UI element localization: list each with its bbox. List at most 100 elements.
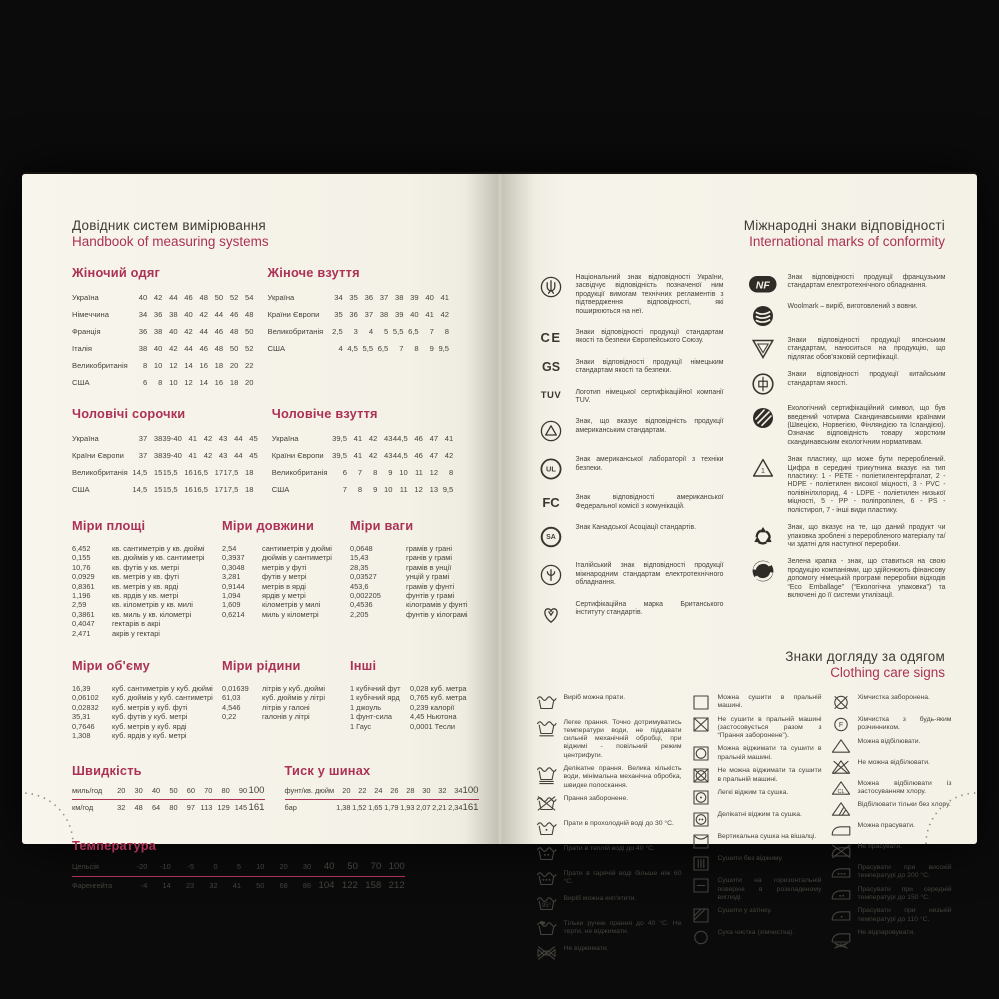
conversion-value: 122 [341,879,358,891]
table-row: 1 фунт-сила 4,45 Ньютона [350,712,467,721]
conformity-entry: Знаки відповідності продукції японським … [748,337,946,362]
size-value: 40 [153,344,163,353]
measure-label: грамів в унції [406,562,452,572]
hand-wash-icon [536,920,558,940]
measure-label: кв. миль у кв. кілометрі [112,609,192,619]
measure-label: кв. футів у кв. метрі [112,562,180,572]
care-sign-description: Тільки ручне прання до 40 °С. Не терти, … [563,919,682,936]
conversion-value: 64 [151,802,161,812]
size-value: 18 [245,485,254,494]
size-value: 3 [353,327,358,336]
measure-band: Міри об'єму 16,39 куб. сантиметрів у куб. … [72,658,467,741]
care-sign-description: Можна віджимати та сушити в пральній маш… [717,745,822,761]
conversion-value: 80 [221,785,230,795]
bleach-icon [830,738,852,754]
size-value: 20 [245,378,254,387]
measure-label: гранів у грамі [406,553,453,563]
care-sign-entry: Прасувати при низькій температурі до 110… [830,907,952,924]
conformity-entry: Woolmark – виріб, виготовлений з вовни. [748,303,946,328]
measure-label: літрів у галоні [262,702,310,712]
size-value: 36 [364,293,374,302]
size-value: 39 [394,310,404,319]
size-value: 42 [203,434,213,443]
care-sign-description: Прати в теплій воді до 40 °С. [563,844,655,852]
table-row: Україна 34 35 36 37 38 39 40 41 [268,289,450,306]
measure-value: 0,02832 [72,702,99,712]
conformity-entry: Знаки відповідності продукції китайським… [748,371,946,396]
table-row: 1,094 ярдів у метрі [222,591,350,600]
row-label: Великобританія [72,468,128,477]
measure-value: 0,0929 [72,572,95,582]
conversion-value: 90 [238,785,248,795]
care-sign-description: Не сушити в пральній машині (застосовуєт… [717,715,822,740]
iron-icon [830,822,852,838]
care-sign-entry: Можна сушити в пральній машині. [690,694,822,711]
size-value: 20 [229,361,239,370]
measure-value: 4,546 [222,702,241,712]
size-value: 41 [188,451,197,460]
table-row: 453,6 грамів у фунті [350,582,468,591]
care-sign-entry: Можна відбілювати. [830,738,952,754]
no-dry-clean-icon [830,694,852,711]
nf-icon: NF [748,274,779,294]
size-value: 38 [394,293,404,302]
us-standards-icon [536,418,567,443]
size-value: 16 [184,468,193,477]
table-row: Україна 39,5 41 42 43 44,5 46 47 41 [272,430,454,447]
size-value: 10 [399,468,408,477]
conversion-value: 50 [347,860,358,872]
size-value: 8 [444,327,449,336]
table-row: км/год 32 48 64 80 97 113 129 145 161 [72,800,265,816]
care-sign-entry: Не прасувати. [830,843,952,859]
recycle-icon [748,524,779,549]
size-value: 39-40 [162,434,182,443]
row-label: миль/год [72,785,103,795]
conformity-entry: Екологічний сертифікаційний символ, що б… [748,405,946,447]
size-value: 50 [214,293,224,302]
size-value: 4 [338,344,343,353]
conversion-value: 70 [204,785,213,795]
right-page-title: Міжнародні знаки відповідності [743,218,945,233]
size-value: 7 [342,485,347,494]
conversion-value: 32 [438,785,447,795]
row-label: Великобританія [267,327,324,336]
measure-label: метрів в ярді [262,581,306,591]
conversion-value: 0 [213,861,218,871]
measure-group: Міри довжини 2,54 сантиметрів у дюймі 0,393… [222,518,350,638]
flat-dry-icon [690,877,712,902]
conversion-value: 20 [342,785,351,795]
size-table-heading: Чоловічі сорочки [72,406,186,421]
measure-value: 0,4536 [350,600,373,610]
table-row: 4,546 літрів у галоні [222,703,350,712]
conversion-value: 28 [406,785,415,795]
care-signs-title: Знаки догляду за одягом [785,648,945,664]
care-sign-entry: Сушити у затінку. [690,907,822,924]
table-row: 0,01639 літрів у куб. дюймі [222,684,350,693]
size-value: 42 [199,310,208,319]
size-value: 47 [429,434,439,443]
conversion-value: 26 [390,785,399,795]
size-value: 46 [214,327,224,336]
row-label: Німеччина [72,310,109,319]
conformity-entry: CE Знаки відповідності продукції стандарт… [536,329,723,346]
size-table: Жіноче взуття Україна 34 35 36 37 38 39 40 41 Краї… [268,265,450,391]
measure-value: 0,3861 [72,609,95,619]
size-value: 44 [234,451,243,460]
conversion-value: 40 [151,785,161,795]
measure-group: Інші 1 кубічний фут 0,028 куб. метра 1 кубі… [350,658,467,740]
size-value: 9 [429,344,434,353]
conversion-value: 48 [134,802,143,812]
care-sign-description: Прасувати при низькій температурі до 110… [857,907,952,923]
measure-label: кілограмів у фунті [406,600,468,610]
conversion-value: 2,07 [416,802,431,812]
measure-label: куб. ярдів у куб. метрі [112,731,187,741]
conversion-value: 1,79 [384,802,399,812]
measure-value: 6,452 [72,544,91,553]
svg-text:95°: 95° [542,902,552,909]
size-value: 37 [379,293,389,302]
conformity-description: Логотип німецької сертифікаційної компан… [575,388,724,405]
wash-60-icon [536,870,558,890]
measure-value: 1 кубічний фут [350,684,401,694]
wash-icon [536,694,558,714]
conformity-description: Знак, що вказує на те, що даний продукт … [787,524,946,548]
